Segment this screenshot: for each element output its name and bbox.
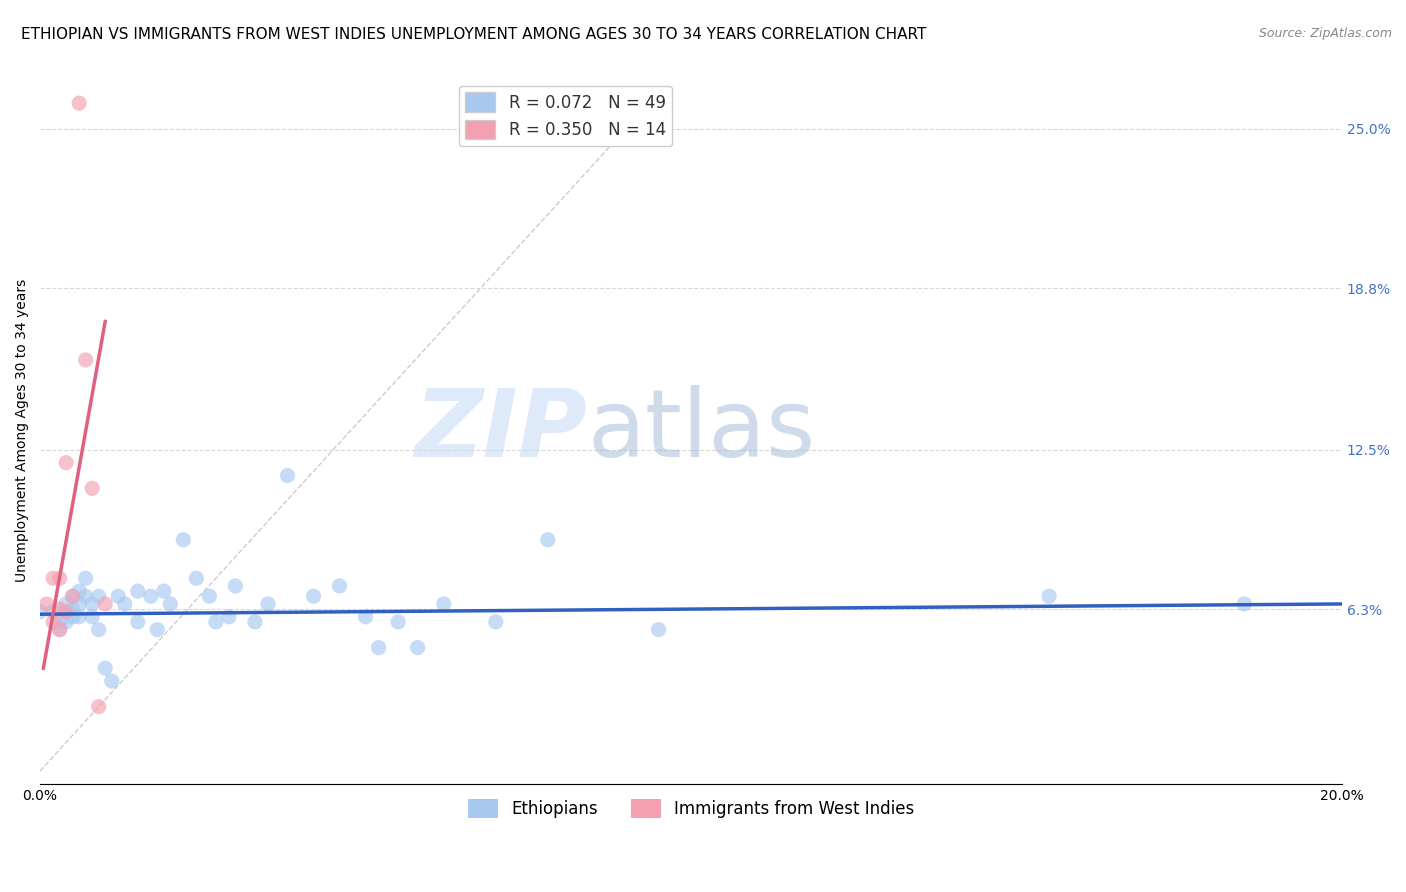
- Point: [94, 661, 117, 675]
- Point: [198, 589, 221, 603]
- Point: [1233, 597, 1256, 611]
- Point: [55, 456, 77, 470]
- Point: [82, 597, 104, 611]
- Point: [62, 589, 84, 603]
- Text: ZIP: ZIP: [413, 384, 586, 476]
- Point: [48, 623, 70, 637]
- Point: [87, 699, 110, 714]
- Point: [367, 640, 389, 655]
- Point: [159, 597, 181, 611]
- Point: [75, 571, 97, 585]
- Point: [42, 605, 65, 619]
- Point: [30, 605, 52, 619]
- Point: [82, 482, 104, 496]
- Point: [62, 609, 84, 624]
- Point: [48, 602, 70, 616]
- Point: [485, 615, 508, 629]
- Point: [139, 589, 162, 603]
- Point: [354, 609, 377, 624]
- Point: [48, 623, 70, 637]
- Point: [100, 673, 122, 688]
- Point: [35, 597, 58, 611]
- Text: Source: ZipAtlas.com: Source: ZipAtlas.com: [1258, 27, 1392, 40]
- Point: [205, 615, 228, 629]
- Point: [127, 615, 149, 629]
- Point: [218, 609, 240, 624]
- Point: [328, 579, 350, 593]
- Point: [114, 597, 136, 611]
- Point: [55, 615, 77, 629]
- Point: [67, 584, 90, 599]
- Point: [67, 597, 90, 611]
- Point: [62, 589, 84, 603]
- Point: [42, 615, 65, 629]
- Point: [55, 605, 77, 619]
- Point: [647, 623, 669, 637]
- Point: [107, 589, 129, 603]
- Y-axis label: Unemployment Among Ages 30 to 34 years: Unemployment Among Ages 30 to 34 years: [15, 279, 30, 582]
- Point: [42, 571, 65, 585]
- Point: [224, 579, 246, 593]
- Point: [75, 589, 97, 603]
- Point: [75, 353, 97, 368]
- Point: [186, 571, 208, 585]
- Point: [387, 615, 409, 629]
- Point: [87, 589, 110, 603]
- Point: [127, 584, 149, 599]
- Point: [67, 609, 90, 624]
- Point: [48, 571, 70, 585]
- Point: [302, 589, 325, 603]
- Point: [146, 623, 169, 637]
- Point: [537, 533, 560, 547]
- Point: [406, 640, 429, 655]
- Point: [48, 615, 70, 629]
- Point: [1038, 589, 1060, 603]
- Point: [257, 597, 280, 611]
- Point: [55, 597, 77, 611]
- Point: [152, 584, 174, 599]
- Point: [94, 597, 117, 611]
- Point: [62, 602, 84, 616]
- Text: atlas: atlas: [586, 384, 815, 476]
- Point: [82, 609, 104, 624]
- Point: [87, 623, 110, 637]
- Point: [433, 597, 456, 611]
- Point: [172, 533, 194, 547]
- Point: [67, 96, 90, 111]
- Legend: Ethiopians, Immigrants from West Indies: Ethiopians, Immigrants from West Indies: [461, 792, 921, 825]
- Point: [243, 615, 266, 629]
- Text: ETHIOPIAN VS IMMIGRANTS FROM WEST INDIES UNEMPLOYMENT AMONG AGES 30 TO 34 YEARS : ETHIOPIAN VS IMMIGRANTS FROM WEST INDIES…: [21, 27, 927, 42]
- Point: [276, 468, 298, 483]
